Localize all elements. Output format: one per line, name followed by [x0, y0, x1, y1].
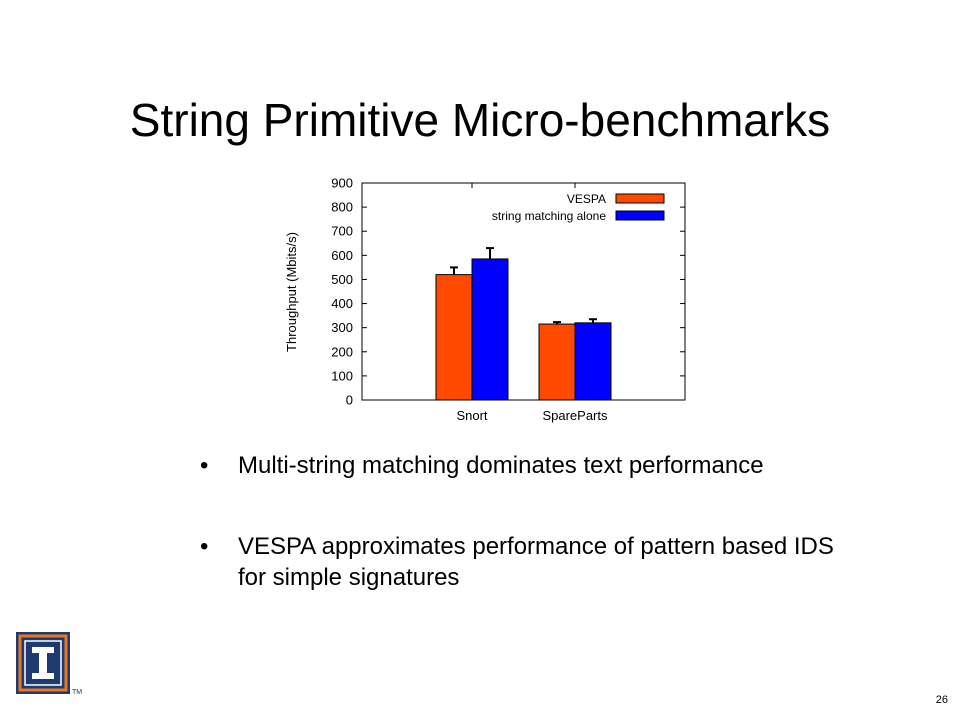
y-tick-label: 100: [331, 368, 353, 383]
legend-label: string matching alone: [492, 209, 606, 223]
slide-title: String Primitive Micro-benchmarks: [129, 94, 831, 146]
plot-frame: [361, 182, 686, 401]
bar: [574, 322, 612, 401]
bullet-item: • VESPA approximates performance of patt…: [196, 531, 836, 593]
bullet-item: • Multi-string matching dominates text p…: [196, 450, 836, 481]
y-tick-label: 500: [331, 272, 353, 287]
y-tick-label: 0: [346, 393, 353, 408]
bullet-text: Multi-string matching dominates text per…: [238, 452, 764, 479]
x-tick-label: SpareParts: [542, 408, 608, 423]
svg-text:TM: TM: [72, 689, 82, 696]
chart-svg: Throughput (Mbits/s) 0 100 200 300 400 500 600…: [284, 176, 686, 423]
bar: [538, 323, 576, 401]
bullet-dot: •: [200, 533, 209, 560]
y-tick-label: 900: [331, 176, 353, 191]
bullet-dot: •: [200, 452, 209, 479]
y-tick-label: 400: [331, 296, 353, 311]
y-tick-label: 600: [331, 248, 353, 263]
page-number: 26: [935, 694, 948, 706]
bullet-list: • Multi-string matching dominates text p…: [196, 450, 836, 643]
legend-swatch: [615, 193, 665, 204]
bar: [471, 258, 509, 401]
legend-label: VESPA: [567, 192, 606, 206]
bar-chart: Throughput (Mbits/s) 0 100 200 300 400 500 600…: [270, 168, 700, 430]
x-tick-label: Snort: [456, 408, 487, 423]
bullet-text: VESPA approximates performance of patter…: [238, 533, 834, 591]
y-tick-label: 300: [331, 320, 353, 335]
y-tick-label: 200: [331, 344, 353, 359]
y-tick-label: 800: [331, 200, 353, 215]
y-axis-label: Throughput (Mbits/s): [284, 232, 299, 352]
bar: [435, 274, 473, 401]
legend-swatch: [615, 210, 665, 221]
y-tick-label: 700: [331, 224, 353, 239]
university-logo: TM: [16, 628, 86, 704]
logo-graphic: TM: [16, 632, 82, 696]
